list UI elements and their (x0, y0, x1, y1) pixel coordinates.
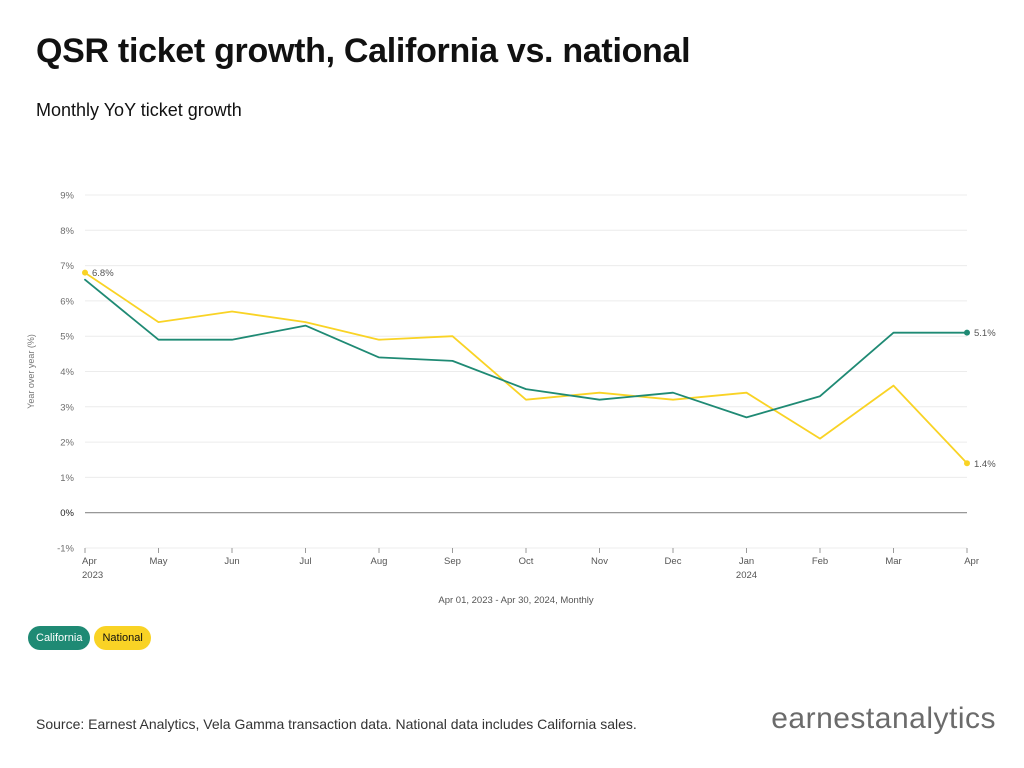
x-tick-label: Oct (519, 556, 534, 567)
x-year-label: 2023 (82, 570, 103, 581)
logo-text-analytics: analytics (874, 702, 996, 735)
x-tick-label: Feb (812, 556, 828, 567)
series-line-california (84, 278, 968, 419)
x-tick-label: Jul (299, 556, 311, 567)
y-tick-label: 7% (60, 261, 74, 272)
x-tick-label: Dec (665, 556, 682, 567)
data-point-national (964, 460, 970, 467)
x-tick-label: Apr (82, 556, 97, 567)
logo-text-earnest: earnest (771, 702, 875, 735)
y-tick-label: -1% (57, 544, 74, 555)
x-tick-label: May (150, 556, 168, 567)
legend: California National (28, 626, 151, 650)
y-tick-label: 2% (60, 438, 74, 449)
y-tick-label: 8% (60, 226, 74, 237)
y-tick-label: 3% (60, 402, 74, 413)
legend-item-california[interactable]: California (28, 626, 91, 650)
y-tick-label: 0% (60, 508, 74, 519)
x-tick-label: Aug (371, 556, 388, 567)
y-axis-label: Year over year (%) (26, 334, 36, 409)
line-chart: -1% 0% 1% 2% 3% 4% 5% 6% 7% 8% 9% Year over year (%… (26, 191, 996, 607)
data-point-national (82, 269, 88, 276)
x-tick-label: Jun (224, 556, 239, 567)
x-tick-label: Nov (591, 556, 608, 567)
y-tick-label: 9% (60, 191, 74, 202)
y-tick-label: 1% (60, 473, 74, 484)
data-point-california (964, 329, 970, 336)
y-tick-label: 4% (60, 367, 74, 378)
chart-title: QSR ticket growth, California vs. nation… (36, 32, 691, 70)
source-note: Source: Earnest Analytics, Vela Gamma tr… (36, 716, 637, 732)
y-tick-label: 6% (60, 296, 74, 307)
x-tick-label: Apr (964, 556, 979, 567)
x-tick-label: Sep (444, 556, 461, 567)
data-label-california: 5.1% (974, 328, 996, 339)
data-label-national: 1.4% (974, 459, 996, 470)
x-tick-label: Mar (885, 556, 901, 567)
x-tick-label: Jan (739, 556, 754, 567)
earnest-analytics-logo: earnestanalytics (771, 702, 996, 736)
x-year-label: 2024 (736, 570, 757, 581)
series-line-national (84, 271, 968, 465)
x-axis-label: Apr 01, 2023 - Apr 30, 2024, Monthly (438, 595, 594, 606)
legend-item-national[interactable]: National (94, 626, 151, 650)
data-label-national: 6.8% (92, 268, 114, 279)
chart-subtitle: Monthly YoY ticket growth (36, 100, 242, 120)
y-tick-label: 5% (60, 332, 74, 343)
